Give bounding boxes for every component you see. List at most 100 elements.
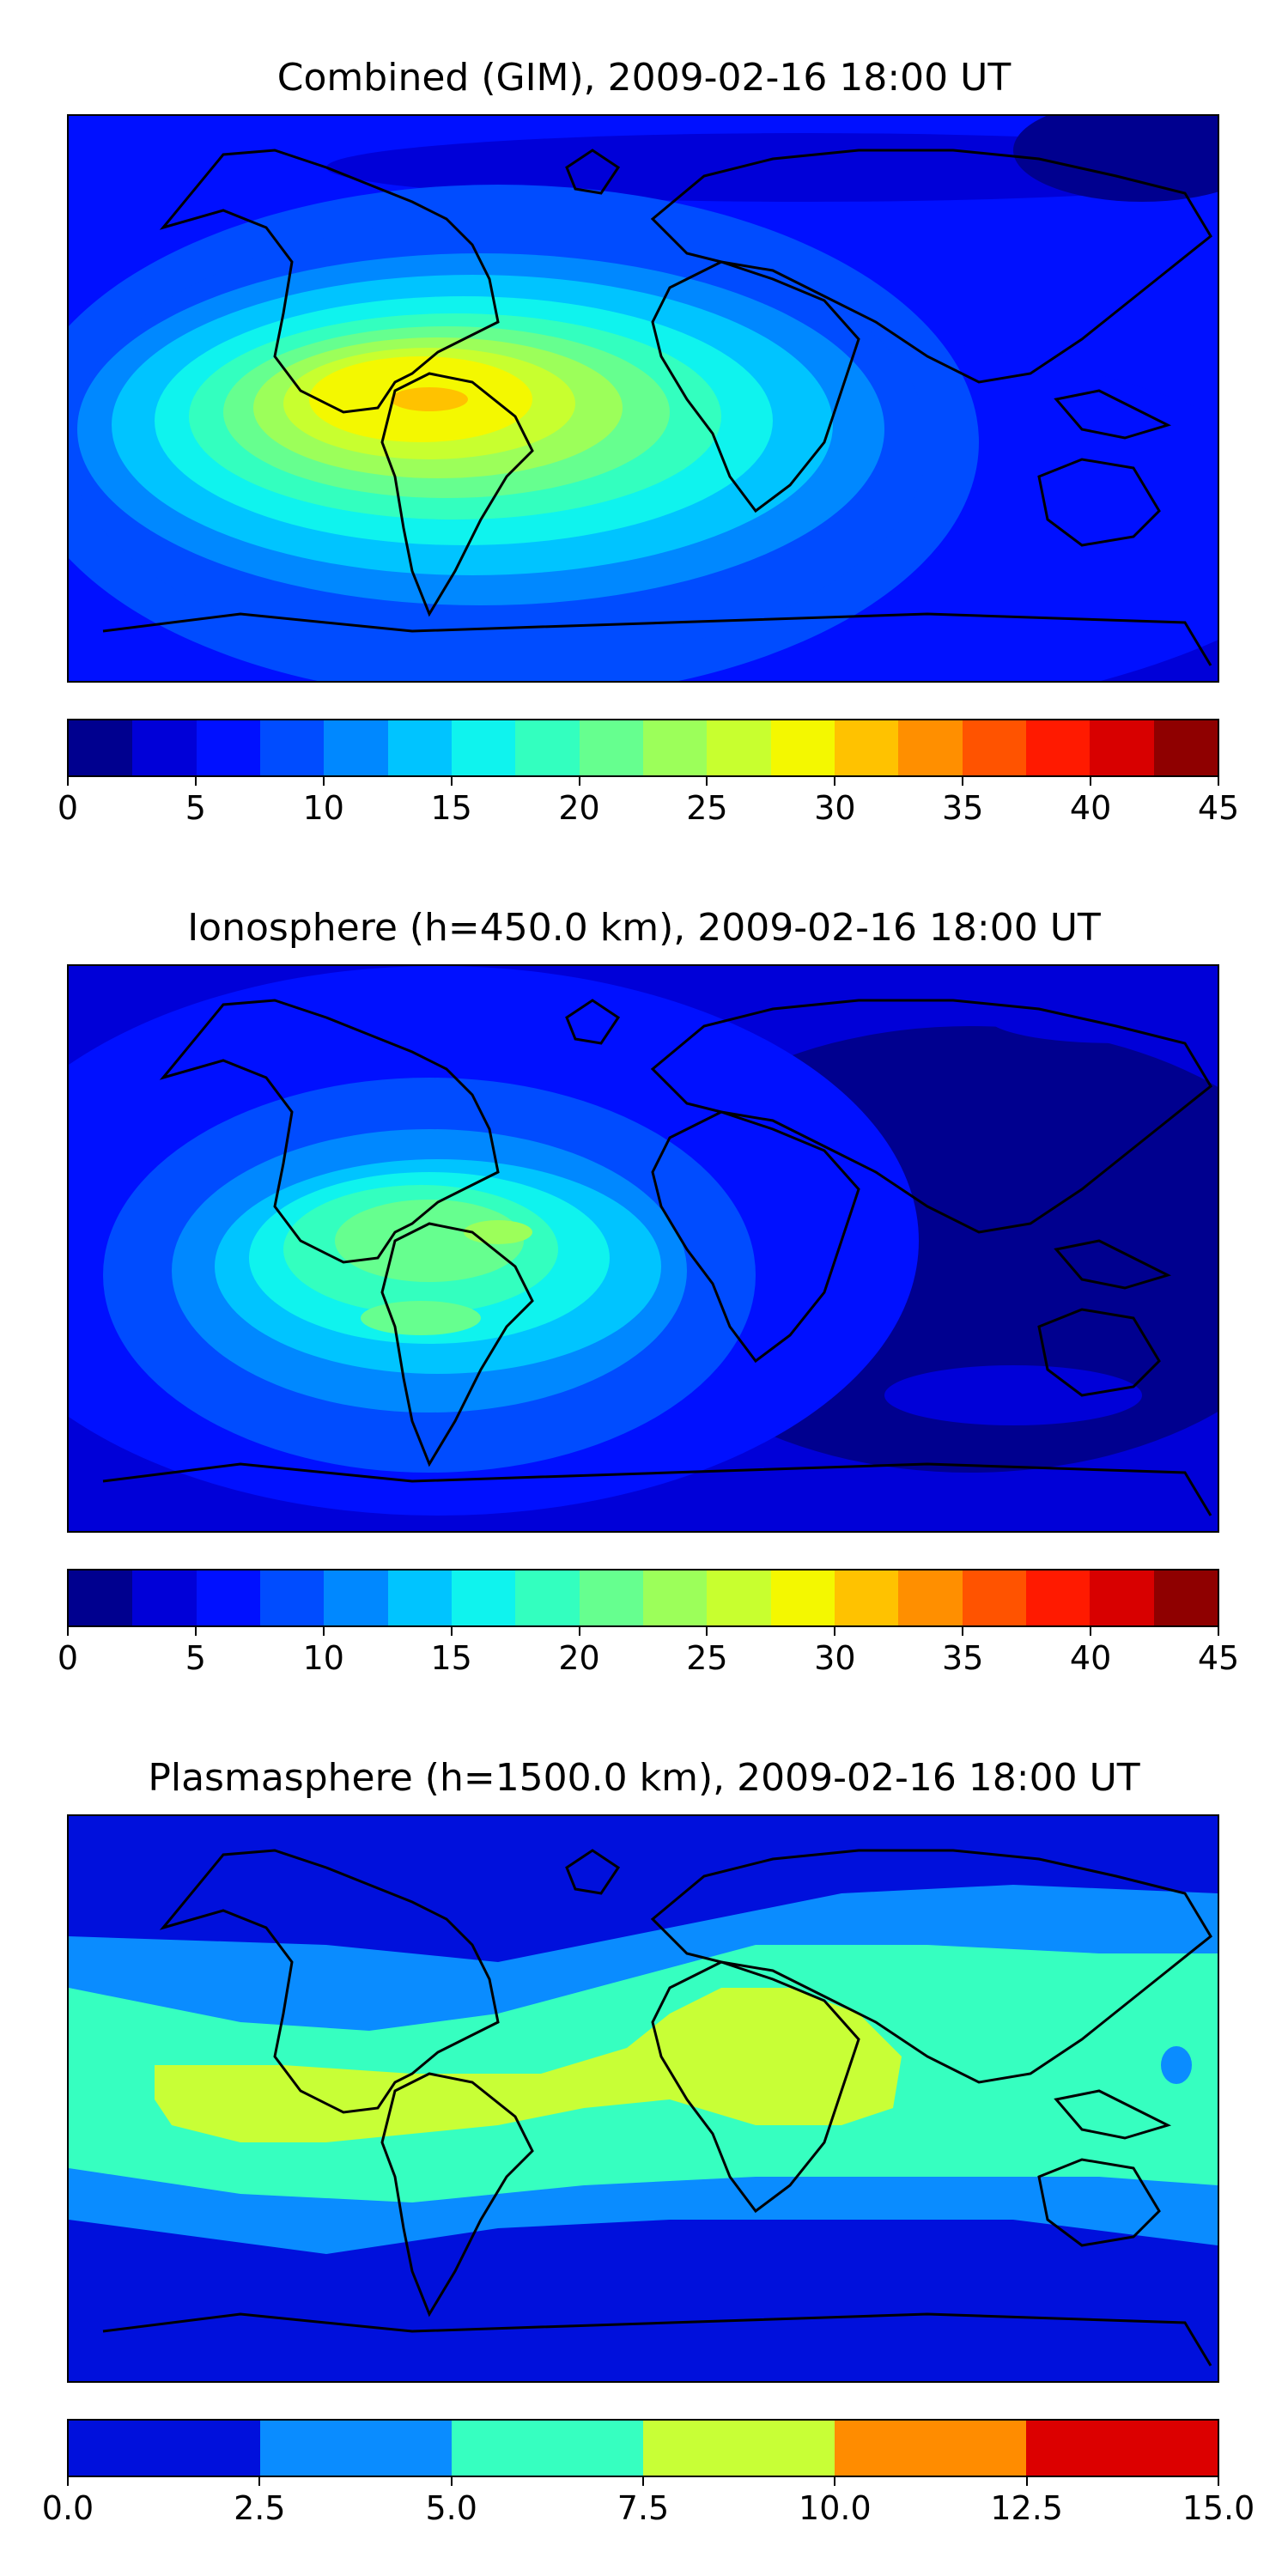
- colorbar-tick-label: 5.0: [425, 2489, 477, 2527]
- coastlines: [102, 999, 1212, 1516]
- colorbar-combined: [67, 719, 1219, 777]
- colorbar-segment: [69, 2421, 260, 2476]
- colorbar-tick: [642, 2477, 644, 2486]
- colorbar-segment: [962, 1571, 1026, 1625]
- colorbar-tick-label: 10: [302, 1639, 344, 1677]
- colorbar-tick: [1090, 1627, 1092, 1636]
- colorbar-segment: [1025, 1571, 1091, 1625]
- colorbar-tick-label: 45: [1197, 789, 1240, 827]
- coastlines: [102, 149, 1212, 666]
- colorbar-tick: [67, 777, 69, 786]
- colorbar-segment: [387, 1571, 452, 1625]
- colorbar-segment: [707, 1571, 771, 1625]
- colorbar-segment: [643, 2421, 835, 2476]
- colorbar-ionosphere: [67, 1569, 1219, 1627]
- colorbar-tick-label: 20: [558, 1639, 600, 1677]
- colorbar-segment: [642, 1571, 708, 1625]
- colorbar-tick-label: 10: [302, 789, 344, 827]
- panel-title-plasmasphere: Plasmasphere (h=1500.0 km), 2009-02-16 1…: [148, 1756, 1140, 1800]
- colorbar-tick-label: 35: [942, 789, 984, 827]
- colorbar-tick: [194, 777, 197, 786]
- colorbar-segment: [69, 720, 133, 775]
- colorbar-tick-label: 5: [185, 789, 206, 827]
- tec-contour-map-combined: [69, 116, 1218, 681]
- colorbar-tick-label: 20: [558, 789, 600, 827]
- colorbar-tick: [706, 1627, 708, 1636]
- colorbar-segment: [1090, 720, 1154, 775]
- colorbar-segment: [770, 720, 835, 775]
- colorbar-tick: [450, 777, 453, 786]
- colorbar-tick-label: 2.5: [234, 2489, 286, 2527]
- panel-title-combined: Combined (GIM), 2009-02-16 18:00 UT: [276, 56, 1012, 100]
- colorbar-tick: [322, 1627, 325, 1636]
- colorbar-ticks-combined: 0 5 10 15 20 25 30 35 40 45: [58, 777, 1239, 829]
- colorbar-tick-label: 0: [57, 789, 79, 827]
- colorbar-tick-label: 15: [430, 789, 472, 827]
- colorbar-segment: [515, 1571, 580, 1625]
- colorbar-tick-label: 25: [686, 1639, 728, 1677]
- colorbar-tick: [450, 2477, 453, 2486]
- colorbar-segment: [132, 720, 197, 775]
- colorbar-tick: [322, 777, 325, 786]
- colorbar-segment: [260, 2421, 452, 2476]
- colorbar-tick-label: 40: [1069, 1639, 1112, 1677]
- colorbar-tick: [578, 777, 580, 786]
- colorbar-ticks-plasmasphere: 0.0 2.5 5.0 7.5 10.0 12.5 15.0: [42, 2477, 1255, 2529]
- colorbar-tick: [834, 1627, 836, 1636]
- tec-contour-map-ionosphere: [69, 966, 1218, 1531]
- colorbar-segment: [1153, 720, 1218, 775]
- colorbar-tick-label: 40: [1069, 789, 1112, 827]
- colorbar-tick-label: 35: [942, 1639, 984, 1677]
- colorbar-tick: [1025, 2477, 1028, 2486]
- colorbar-tick-label: 15.0: [1182, 2489, 1255, 2527]
- colorbar-segment: [579, 1571, 643, 1625]
- colorbar-tick-label: 5: [185, 1639, 206, 1677]
- colorbar-segment: [770, 1571, 835, 1625]
- colorbar-tick: [1090, 777, 1092, 786]
- map-ionosphere: [67, 964, 1219, 1533]
- colorbar-segment: [1153, 1571, 1218, 1625]
- colorbar-tick: [834, 2477, 836, 2486]
- colorbar-tick-label: 45: [1197, 1639, 1240, 1677]
- colorbar-tick: [834, 777, 836, 786]
- coastlines: [102, 1849, 1212, 2366]
- colorbar-tick-label: 30: [814, 789, 856, 827]
- colorbar-segment: [69, 1571, 133, 1625]
- tec-contour-map-plasmasphere: [69, 1816, 1218, 2381]
- colorbar-tick: [962, 1627, 964, 1636]
- colorbar-segment: [259, 1571, 325, 1625]
- colorbar-segment: [835, 2421, 1026, 2476]
- colorbar-segment: [834, 1571, 899, 1625]
- colorbar-tick-label: 30: [814, 1639, 856, 1677]
- colorbar-tick: [450, 1627, 453, 1636]
- colorbar-segment: [324, 1571, 388, 1625]
- colorbar-tick: [1218, 2477, 1219, 2486]
- colorbar-segment: [451, 720, 516, 775]
- colorbar-segment: [834, 720, 899, 775]
- colorbar-tick: [1218, 1627, 1219, 1636]
- map-plasmasphere: [67, 1814, 1219, 2383]
- colorbar-segment: [898, 720, 963, 775]
- colorbar-tick: [578, 1627, 580, 1636]
- colorbar-segment: [452, 2421, 643, 2476]
- colorbar-segment: [962, 720, 1026, 775]
- colorbar-segment: [1090, 1571, 1154, 1625]
- colorbar-segment: [259, 720, 325, 775]
- colorbar-segment: [1025, 720, 1091, 775]
- colorbar-tick: [67, 2477, 69, 2486]
- colorbar-ticks-ionosphere: 0 5 10 15 20 25 30 35 40 45: [58, 1627, 1239, 1679]
- colorbar-tick: [962, 777, 964, 786]
- map-combined: [67, 114, 1219, 683]
- colorbar-tick: [194, 1627, 197, 1636]
- panel-title-ionosphere: Ionosphere (h=450.0 km), 2009-02-16 18:0…: [187, 906, 1101, 950]
- colorbar-tick-label: 10.0: [799, 2489, 872, 2527]
- colorbar-segment: [387, 720, 452, 775]
- colorbar-tick-label: 12.5: [990, 2489, 1063, 2527]
- colorbar-tick: [67, 1627, 69, 1636]
- colorbar-tick: [1218, 777, 1219, 786]
- colorbar-tick-label: 25: [686, 789, 728, 827]
- colorbar-segment: [132, 1571, 197, 1625]
- colorbar-segment: [196, 720, 260, 775]
- colorbar-tick-label: 0: [57, 1639, 79, 1677]
- colorbar-segment: [515, 720, 580, 775]
